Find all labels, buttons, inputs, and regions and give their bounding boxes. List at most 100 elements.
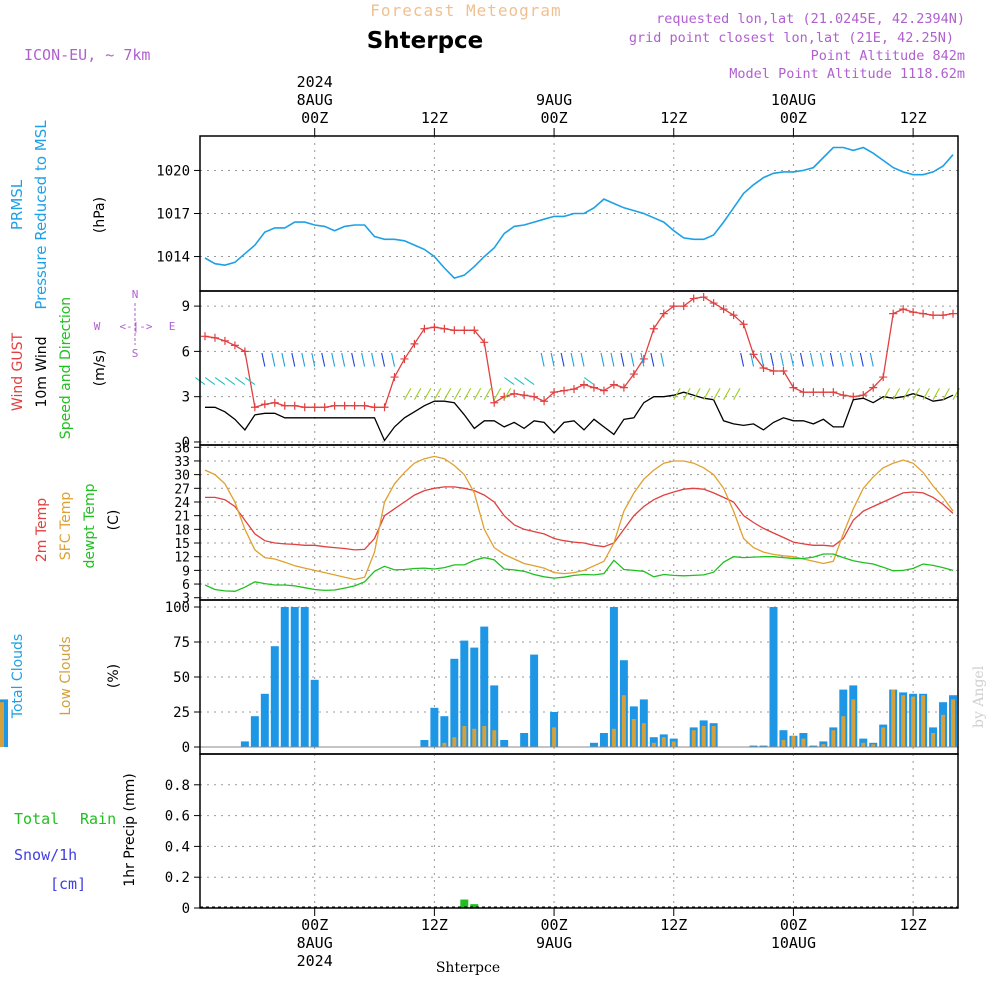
gust-marker (599, 386, 608, 395)
wind-arrow (600, 352, 605, 367)
y-tick-label: 18 (174, 523, 190, 538)
compass-s: S (132, 347, 139, 360)
wind-arrow (371, 352, 376, 367)
total-cloud-bar (749, 745, 758, 747)
top-time-label: 12Z (660, 109, 687, 127)
precip-total-label: Total (14, 810, 59, 828)
gust-marker (300, 403, 309, 412)
wind-arrow (580, 352, 585, 367)
low-cloud-bar (0, 742, 4, 747)
y-tick-label: 75 (173, 635, 190, 651)
compass-arrow: <-|-> (119, 320, 152, 333)
y-tick-label: 6 (182, 578, 190, 593)
low-cloud-bar (951, 699, 956, 747)
y-tick-label: 0.4 (165, 839, 190, 855)
product-title: Forecast Meteogram (370, 1, 561, 20)
bottom-time-label: 10AUG (771, 934, 816, 952)
gust-marker (460, 326, 469, 335)
y-tick-label: 0 (182, 435, 190, 451)
model-altitude: Model Point Altitude 1118.62m (729, 66, 965, 82)
wind-arrow (723, 387, 731, 400)
low-cloud-bar (621, 695, 626, 747)
panel-frame (199, 290, 959, 446)
wind-arrow (433, 387, 442, 400)
wind-arrow (583, 377, 595, 386)
wind-arrow (321, 352, 326, 367)
gust-marker (779, 367, 788, 376)
gust-marker (390, 373, 399, 382)
wind-arrow (570, 352, 575, 367)
y-tick-label: 1014 (156, 250, 190, 266)
gust-marker (589, 383, 598, 392)
grid-coords: grid point closest lon,lat (21E, 42.25N) (629, 30, 954, 46)
series-sfc-temp (204, 455, 954, 581)
y-tick-label: 6 (182, 344, 190, 360)
low-cloud-bar (611, 728, 616, 747)
total-cloud-bar (480, 626, 489, 747)
wind-arrow (524, 377, 535, 386)
wind-arrow (234, 377, 246, 386)
rain-bar (460, 899, 469, 908)
wind-arrow (849, 352, 854, 367)
series-10m-wind (205, 391, 954, 442)
low-cloud-bar (861, 742, 866, 747)
wind-arrow (922, 387, 930, 400)
total-cloud-bar (430, 707, 439, 747)
compass-w: W (94, 320, 101, 333)
bottom-time-label: 00Z (541, 916, 568, 934)
wind-arrow (443, 387, 452, 400)
wind-arrow (760, 352, 765, 367)
low-cloud-bar (921, 695, 926, 747)
low-cloud-bar (941, 714, 946, 747)
wind10-label: 10m Wind (34, 336, 50, 407)
y-tick-label: 25 (173, 705, 190, 721)
bottom-time-label: 2024 (297, 952, 333, 970)
wind-arrow (869, 352, 874, 367)
wind-arrow (640, 352, 645, 367)
wind-arrow (271, 352, 276, 367)
total-cloud-bar (470, 647, 479, 747)
gust-marker (889, 309, 898, 318)
gust-marker (240, 347, 249, 356)
wind-arrow (550, 352, 555, 367)
wind-arrow (703, 387, 711, 400)
gust-marker (220, 336, 229, 345)
panel-frame (199, 444, 959, 601)
top-time-label: 00Z (780, 109, 807, 127)
low-cloud-bar (452, 737, 457, 747)
gust-marker (819, 388, 828, 397)
rain-bar (470, 904, 479, 908)
gust-marker (420, 324, 429, 333)
wind-arrow (504, 377, 515, 386)
gust-marker (400, 354, 409, 363)
y-tick-label: 50 (173, 670, 190, 686)
low-cloud-bar (701, 726, 706, 747)
gust-marker (619, 383, 628, 392)
wind-arrow (311, 352, 316, 367)
low-cloud-bar (881, 727, 886, 747)
total-cloud-bar (769, 607, 778, 747)
total-cloud-bar (809, 745, 818, 747)
low-cloud-bar (552, 727, 557, 747)
total-cloud-bar (420, 740, 429, 747)
total-cloud-bar (589, 742, 598, 747)
gust-marker (829, 388, 838, 397)
low-cloud-bar (442, 742, 447, 747)
y-tick-label: 0.6 (165, 809, 190, 825)
wind-arrow (204, 377, 216, 386)
wind-arrow (560, 352, 565, 367)
top-time-label: 12Z (900, 109, 927, 127)
requested-coords: requested lon,lat (21.0245E, 42.2394N) (656, 11, 965, 27)
wind-arrow (503, 387, 512, 400)
total-cloud-bar (290, 607, 299, 747)
wind-arrow (413, 387, 422, 400)
y-tick-label: 1017 (156, 207, 190, 223)
gust-marker (869, 383, 878, 392)
gust-marker (380, 403, 389, 412)
y-tick-label: 100 (165, 600, 190, 616)
gust-marker (729, 311, 738, 320)
bottom-time-label: 12Z (900, 916, 927, 934)
wind-arrow (733, 387, 741, 400)
gust-marker (899, 305, 908, 314)
